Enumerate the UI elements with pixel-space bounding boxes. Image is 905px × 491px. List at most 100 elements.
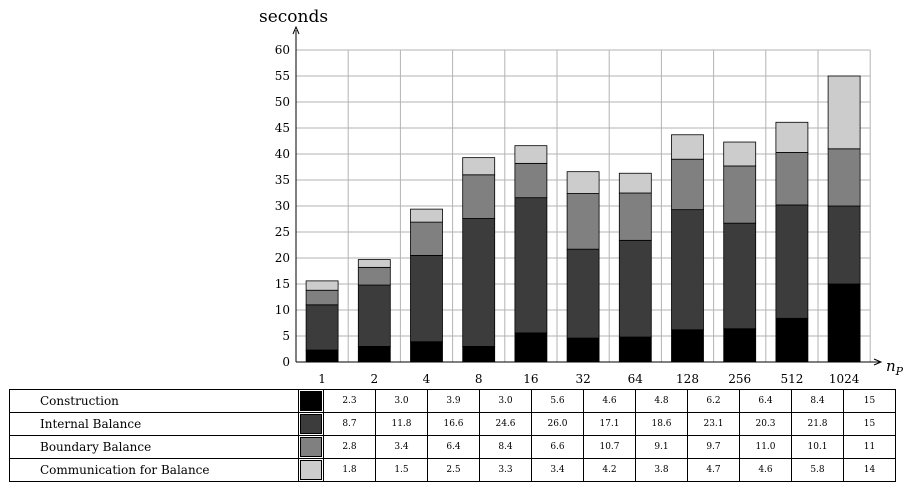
y-axis-label: seconds bbox=[259, 7, 328, 27]
bar-segment-construction-1 bbox=[305, 349, 339, 363]
table-cell-value: 15 bbox=[843, 412, 896, 436]
table-cell-value: 3.9 bbox=[427, 389, 480, 413]
x-tick-label: 64 bbox=[628, 372, 644, 386]
x-tick-label: 1 bbox=[318, 372, 326, 386]
table-cell-value: 6.2 bbox=[687, 389, 740, 413]
bar-segment-internal-balance-4 bbox=[410, 254, 443, 343]
table-cell-value: 3.8 bbox=[635, 458, 688, 482]
table-cell-value: 4.8 bbox=[635, 389, 688, 413]
y-tick-label: 55 bbox=[275, 69, 290, 83]
bar-segment-internal-balance-64 bbox=[618, 239, 652, 338]
bar-segment-construction-32 bbox=[566, 337, 600, 363]
bar-segment-construction-256 bbox=[723, 328, 757, 363]
y-tick-labels: 0 5 10 15 20 25 30 35 40 45 50 55 60 bbox=[275, 43, 290, 369]
y-tick-label: 25 bbox=[275, 225, 290, 239]
bar-segment-construction-128 bbox=[671, 329, 704, 363]
bars bbox=[305, 75, 861, 363]
table-cell-value: 2.8 bbox=[323, 435, 376, 459]
legend-swatch bbox=[298, 389, 324, 413]
table-cell-value: 23.1 bbox=[687, 412, 740, 436]
grid bbox=[296, 49, 871, 362]
bar-segment-internal-balance-32 bbox=[566, 248, 600, 339]
x-tick-label: 128 bbox=[676, 372, 699, 386]
bar-segment-construction-64 bbox=[618, 336, 652, 363]
table-cell-value: 5.6 bbox=[531, 389, 584, 413]
table-cell-value: 16.6 bbox=[427, 412, 480, 436]
y-tick-label: 0 bbox=[282, 355, 290, 369]
x-tick-label: 8 bbox=[475, 372, 483, 386]
bar-segment-internal-balance-1 bbox=[305, 304, 339, 351]
bar-segment-internal-balance-2 bbox=[357, 284, 391, 347]
bar-segment-construction-512 bbox=[775, 317, 809, 363]
bar-segment-internal-balance-1024 bbox=[827, 205, 861, 285]
bar-segment-communication-for-balance-2 bbox=[357, 259, 391, 268]
y-tick-label: 30 bbox=[275, 199, 290, 213]
y-tick-label: 35 bbox=[275, 173, 290, 187]
table-cell-value: 10.1 bbox=[791, 435, 844, 459]
bar-segment-boundary-balance-32 bbox=[566, 193, 600, 250]
bar-segment-boundary-balance-1024 bbox=[827, 148, 861, 207]
y-tick-label: 45 bbox=[275, 121, 290, 135]
table-cell-value: 3.0 bbox=[375, 389, 428, 413]
bar-segment-communication-for-balance-4 bbox=[410, 208, 443, 223]
x-tick-labels: 1 2 4 8 16 32 64 128 256 512 1024 bbox=[318, 372, 859, 386]
y-axis-arrow bbox=[292, 25, 300, 35]
bar-segment-communication-for-balance-16 bbox=[514, 145, 548, 164]
table-row: Construction 2.3 3.0 3.9 3.0 5.6 4.6 4.8 6.2 6.4 8… bbox=[9, 389, 896, 413]
series-name: Internal Balance bbox=[9, 412, 299, 436]
x-tick-label: 4 bbox=[423, 372, 431, 386]
y-tick-label: 40 bbox=[275, 147, 290, 161]
series-name: Construction bbox=[9, 389, 299, 413]
y-tick-label: 15 bbox=[275, 277, 290, 291]
table-cell-value: 8.4 bbox=[791, 389, 844, 413]
table-cell-value: 11.0 bbox=[739, 435, 792, 459]
bar-segment-boundary-balance-64 bbox=[618, 192, 652, 241]
table-cell-value: 1.8 bbox=[323, 458, 376, 482]
table-cell-value: 18.6 bbox=[635, 412, 688, 436]
x-tick-label: 1024 bbox=[829, 372, 860, 386]
bar-segment-construction-1024 bbox=[827, 283, 861, 363]
bar-segment-communication-for-balance-128 bbox=[671, 134, 704, 160]
bar-segment-communication-for-balance-32 bbox=[566, 171, 600, 194]
table-cell-value: 9.7 bbox=[687, 435, 740, 459]
table-row: Internal Balance 8.7 11.8 16.6 24.6 26.0 17.1 1… bbox=[9, 412, 896, 436]
legend-swatch bbox=[298, 435, 324, 459]
table-cell-value: 8.7 bbox=[323, 412, 376, 436]
axes bbox=[292, 25, 883, 366]
table-cell-value: 8.4 bbox=[479, 435, 532, 459]
bar-segment-boundary-balance-1 bbox=[305, 289, 339, 306]
bar-segment-boundary-balance-128 bbox=[671, 158, 704, 211]
table-cell-value: 15 bbox=[843, 389, 896, 413]
table-cell-value: 6.4 bbox=[739, 389, 792, 413]
bar-segment-internal-balance-512 bbox=[775, 204, 809, 319]
bar-segment-communication-for-balance-256 bbox=[723, 141, 757, 167]
table-cell-value: 2.5 bbox=[427, 458, 480, 482]
table-cell-value: 11.8 bbox=[375, 412, 428, 436]
x-axis-arrow bbox=[873, 358, 883, 366]
bar-segment-boundary-balance-8 bbox=[462, 174, 496, 219]
table-cell-value: 3.3 bbox=[479, 458, 532, 482]
data-table: Construction 2.3 3.0 3.9 3.0 5.6 4.6 4.8 6.2 6.4 8… bbox=[9, 389, 896, 482]
x-tick-label: 512 bbox=[780, 372, 803, 386]
table-cell-value: 9.1 bbox=[635, 435, 688, 459]
table-cell-value: 2.3 bbox=[323, 389, 376, 413]
x-tick-label: 2 bbox=[370, 372, 378, 386]
table-cell-value: 21.8 bbox=[791, 412, 844, 436]
y-tick-label: 5 bbox=[282, 329, 290, 343]
table-cell-value: 26.0 bbox=[531, 412, 584, 436]
table-cell-value: 4.6 bbox=[583, 389, 636, 413]
bar-segment-construction-8 bbox=[462, 345, 496, 363]
stacked-bar-chart: 0 5 10 15 20 25 30 35 40 45 50 55 60 1 2 4 8 16 32 64 128 25… bbox=[259, 7, 904, 386]
legend-swatch bbox=[298, 458, 324, 482]
table-cell-value: 6.6 bbox=[531, 435, 584, 459]
y-tick-label: 60 bbox=[275, 43, 290, 57]
table-cell-value: 4.7 bbox=[687, 458, 740, 482]
series-name: Communication for Balance bbox=[9, 458, 299, 482]
bar-segment-communication-for-balance-512 bbox=[775, 121, 809, 153]
table-row: Communication for Balance 1.8 1.5 2.5 3.3 3.4… bbox=[9, 458, 896, 482]
legend-swatch bbox=[298, 412, 324, 436]
bar-segment-boundary-balance-256 bbox=[723, 165, 757, 224]
table-cell-value: 1.5 bbox=[375, 458, 428, 482]
x-axis-label: nP bbox=[886, 357, 904, 378]
bar-segment-construction-2 bbox=[357, 345, 391, 363]
